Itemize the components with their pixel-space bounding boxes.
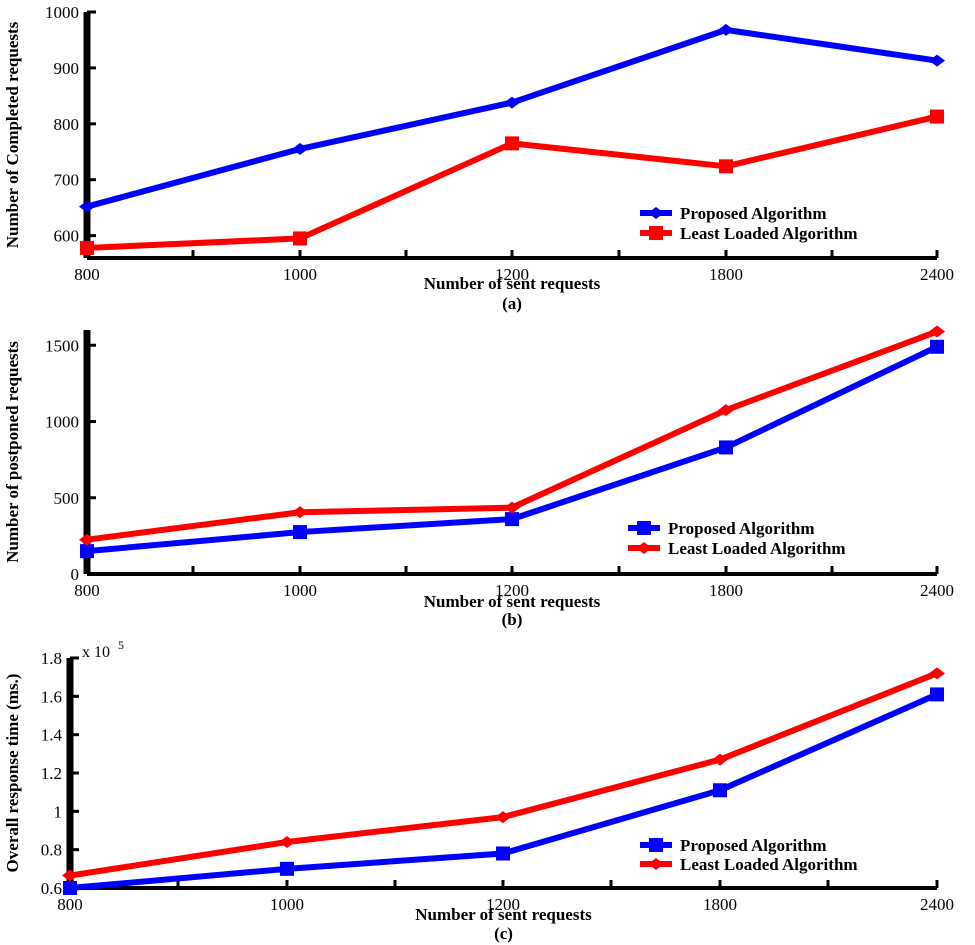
data-point [505,136,519,151]
data-point [280,861,294,876]
x-tick-label: 1800 [703,895,737,914]
data-point [504,96,520,109]
y-tick-label: 900 [54,59,80,78]
y-tick-label: 0.8 [41,841,62,860]
legend-marker [636,542,652,554]
legend-label: Proposed Algorithm [680,204,827,223]
x-tick-label: 1000 [270,895,304,914]
data-point [930,339,944,354]
x-tick-label: 800 [74,581,100,600]
x-tick-label: 2400 [920,265,954,284]
legend-label: Least Loaded Algorithm [680,855,858,874]
data-point [719,440,733,455]
x-tick-label: 2400 [920,895,954,914]
x-tick-label: 1000 [283,581,317,600]
data-point [719,159,733,174]
panel-caption: (a) [502,294,522,313]
y-tick-label: 500 [54,489,80,508]
y-tick-label: 1.2 [41,764,62,783]
chart-panel-a: 600 700 800 900 1000 800 1000 1200 1800 2400 Numbe… [3,3,954,313]
data-point [713,783,727,798]
data-point [293,525,307,540]
x-tick-label: 1800 [709,265,743,284]
data-point [930,109,944,124]
y-axis-label: Overall response time (ms.) [3,674,22,873]
x-axis-label: Number of sent requests [424,592,601,611]
data-point [504,501,520,514]
y-multiplier-label: x 10 [82,644,110,661]
legend-label: Proposed Algorithm [668,519,815,538]
chart-panel-b: 0 500 1000 1500 800 1000 1200 1800 2400 Number of… [3,325,954,629]
chart-panel-c: 0.6 0.8 1 1.2 1.4 1.6 1.8 800 1000 1200 1800 2400 Nu… [3,638,954,943]
x-tick-label: 1000 [283,265,317,284]
x-axis-label: Number of sent requests [424,274,601,293]
legend-label: Proposed Algorithm [680,836,827,855]
y-tick-label: 1500 [45,336,79,355]
data-point [79,533,95,546]
data-point [718,404,734,417]
y-tick-label: 0 [71,565,80,584]
y-tick-label: 700 [54,171,80,190]
legend-marker [648,207,664,219]
y-tick-label: 0.6 [41,879,62,898]
data-point [505,512,519,527]
y-axis-label: Number of Completed requests [3,21,22,248]
x-axis-label: Number of sent requests [415,905,592,924]
x-tick-label: 2400 [920,581,954,600]
y-tick-label: 1000 [45,3,79,22]
data-point [292,142,308,155]
data-point [79,200,95,213]
data-point [930,687,944,702]
y-tick-label: 1 [54,802,63,821]
x-tick-label: 800 [74,265,100,284]
y-tick-label: 1.6 [41,687,62,706]
data-point [292,506,308,519]
series-0 [63,687,944,895]
x-tick-label: 800 [57,895,83,914]
panel-caption: (b) [502,610,523,629]
series-1 [62,667,945,882]
series-1 [80,109,944,255]
x-tick-label: 1200 [486,895,520,914]
y-tick-label: 1000 [45,413,79,432]
data-point [279,836,295,848]
series-0 [80,339,944,559]
data-point [929,54,945,67]
y-tick-label: 1.4 [41,726,63,745]
data-point [63,881,77,895]
legend-label: Least Loaded Algorithm [668,539,846,558]
legend-marker [649,838,663,852]
legend-marker [648,858,664,870]
x-tick-label: 1200 [495,581,529,600]
x-tick-label: 1800 [709,581,743,600]
data-point [80,544,94,559]
data-point [929,325,945,338]
data-point [929,667,945,680]
y-tick-label: 1.8 [41,649,62,668]
legend-marker [637,521,651,535]
series-line [86,26,938,210]
series-0 [79,23,945,213]
data-point [496,846,510,861]
series-1 [79,325,945,546]
y-tick-label: 800 [54,115,80,134]
data-point [712,753,728,766]
data-point [718,23,734,36]
x-tick-label: 1200 [495,265,529,284]
data-point [293,231,307,246]
panel-caption: (c) [494,924,513,943]
data-point [495,811,511,824]
y-tick-label: 600 [54,227,80,246]
data-point [62,869,78,882]
y-exponent-label: 5 [118,638,124,652]
data-point [80,240,94,255]
legend-marker [649,226,663,240]
legend-label: Least Loaded Algorithm [680,224,858,243]
y-axis-label: Number of postponed requests [3,341,22,563]
